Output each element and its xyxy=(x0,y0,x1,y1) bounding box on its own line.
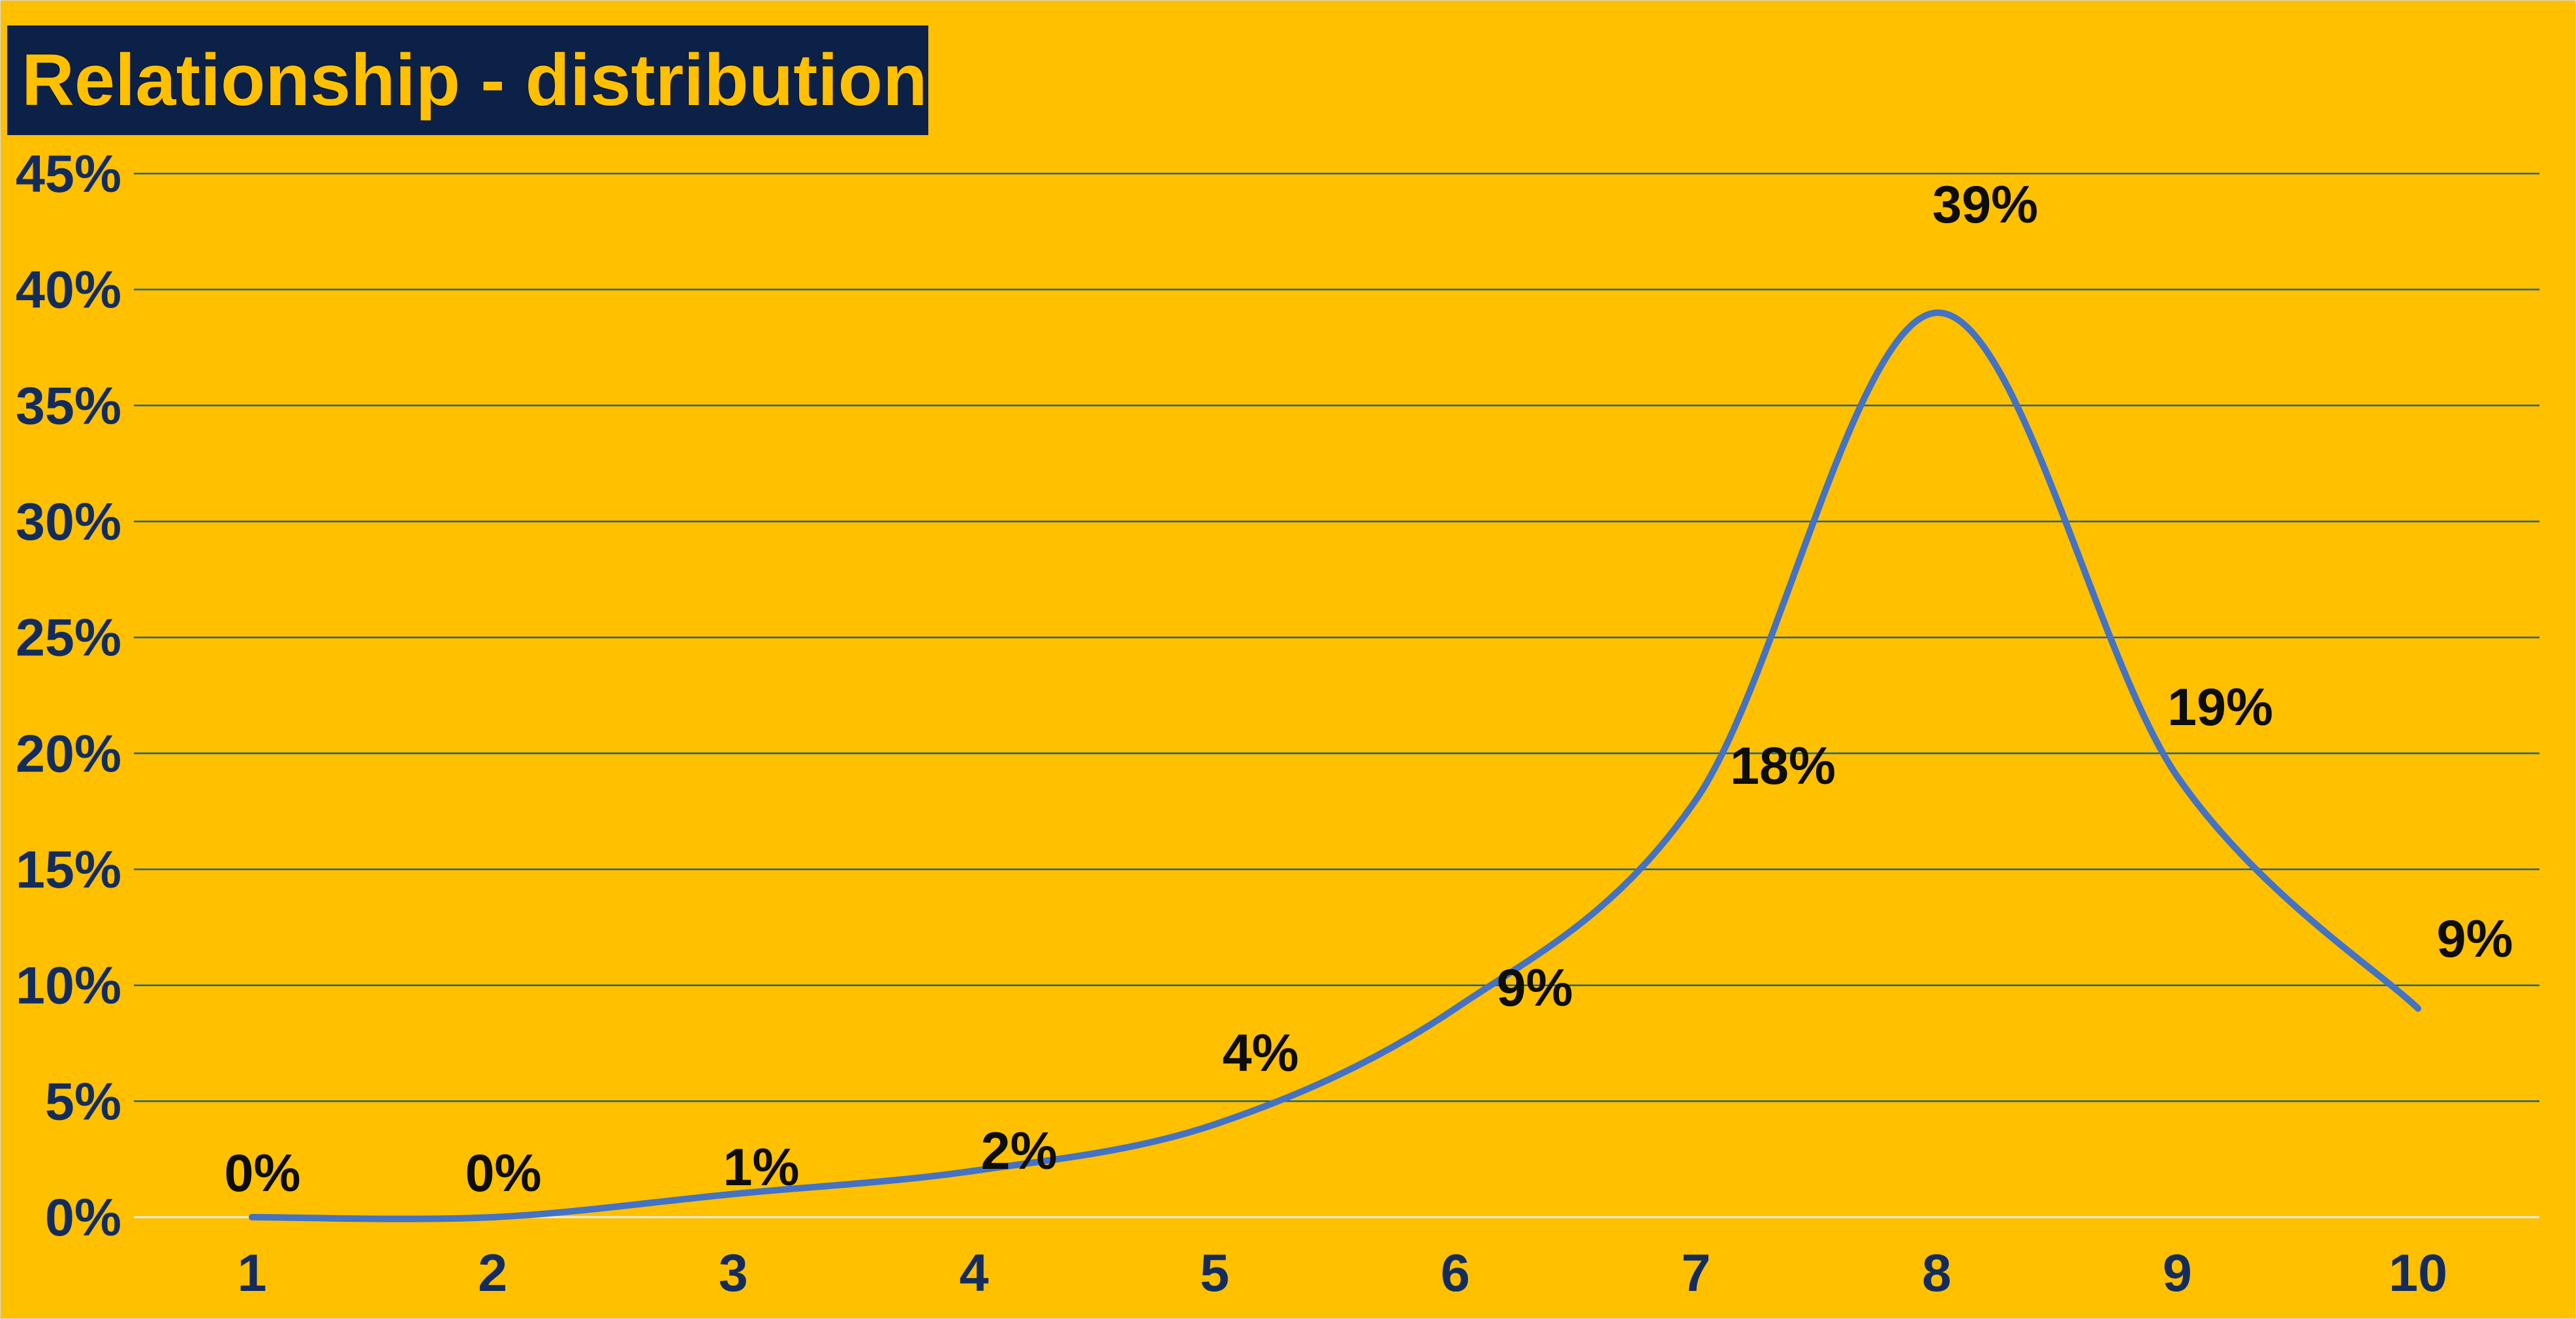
svg-text:35%: 35% xyxy=(16,377,121,435)
svg-text:4%: 4% xyxy=(1222,1024,1298,1083)
svg-text:10%: 10% xyxy=(16,957,121,1016)
svg-text:4: 4 xyxy=(959,1244,988,1303)
svg-text:5%: 5% xyxy=(45,1072,121,1131)
svg-text:30%: 30% xyxy=(16,493,121,551)
svg-text:1%: 1% xyxy=(723,1138,799,1197)
svg-text:40%: 40% xyxy=(16,261,121,320)
svg-text:25%: 25% xyxy=(16,609,121,668)
svg-text:6: 6 xyxy=(1441,1244,1470,1303)
svg-text:9: 9 xyxy=(2163,1244,2192,1303)
svg-text:0%: 0% xyxy=(465,1144,541,1203)
svg-text:39%: 39% xyxy=(1932,176,2038,234)
svg-text:19%: 19% xyxy=(2167,678,2273,737)
svg-text:3: 3 xyxy=(719,1244,748,1303)
svg-text:20%: 20% xyxy=(16,724,121,783)
svg-text:10: 10 xyxy=(2389,1244,2447,1303)
svg-text:2%: 2% xyxy=(981,1122,1057,1181)
svg-text:9%: 9% xyxy=(2436,910,2513,969)
svg-text:7: 7 xyxy=(1681,1244,1710,1303)
svg-text:45%: 45% xyxy=(16,145,121,204)
svg-text:1: 1 xyxy=(237,1244,266,1303)
svg-text:5: 5 xyxy=(1200,1244,1229,1303)
svg-text:15%: 15% xyxy=(16,841,121,899)
svg-text:9%: 9% xyxy=(1496,959,1573,1017)
svg-text:18%: 18% xyxy=(1730,737,1836,796)
svg-text:0%: 0% xyxy=(224,1144,300,1203)
svg-text:2: 2 xyxy=(478,1244,507,1303)
svg-text:8: 8 xyxy=(1922,1244,1951,1303)
svg-text:0%: 0% xyxy=(45,1188,121,1247)
